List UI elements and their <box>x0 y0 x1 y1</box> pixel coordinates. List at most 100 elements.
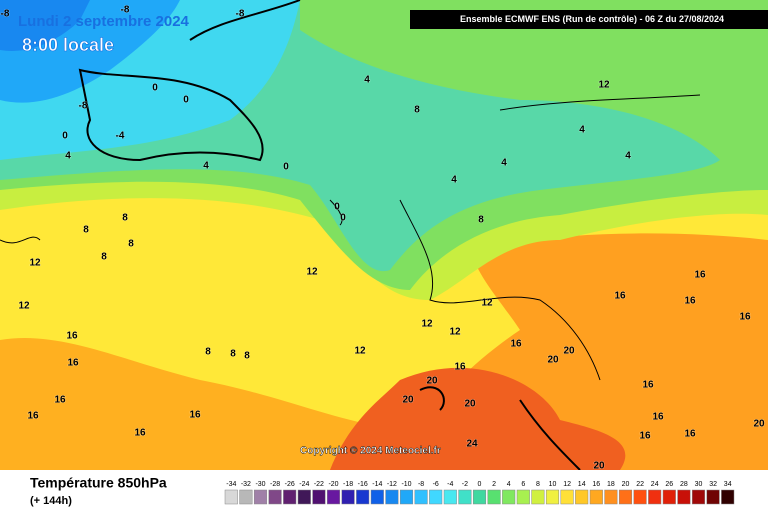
legend-label: -8 <box>418 481 424 488</box>
contour-label: 0 <box>152 83 158 94</box>
contour-label: 8 <box>230 349 236 360</box>
legend-label: -28 <box>270 481 280 488</box>
contour-label: 20 <box>464 399 476 410</box>
contour-label: -8 <box>79 101 88 112</box>
legend-label: -34 <box>226 481 236 488</box>
contour-label: 20 <box>426 376 438 387</box>
legend-swatch <box>268 489 282 505</box>
legend-label: 4 <box>507 481 511 488</box>
contour-label: 0 <box>340 213 346 224</box>
legend-label: 14 <box>578 481 586 488</box>
contour-label: -8 <box>121 5 130 16</box>
contour-label: 16 <box>27 411 39 422</box>
contour-label: 12 <box>421 319 433 330</box>
legend-label: 6 <box>521 481 525 488</box>
legend-label: 30 <box>695 481 703 488</box>
legend-swatch <box>429 489 443 505</box>
legend-swatch <box>312 489 326 505</box>
legend-label: 24 <box>651 481 659 488</box>
contour-label: 12 <box>306 267 318 278</box>
contour-label: 20 <box>593 461 605 472</box>
contour-label: 16 <box>694 270 706 281</box>
contour-label: 16 <box>639 431 651 442</box>
contour-label: 8 <box>205 347 211 358</box>
legend-swatch <box>516 489 530 505</box>
contour-label: 16 <box>614 291 626 302</box>
legend-label: 20 <box>622 481 630 488</box>
legend-label: -26 <box>285 481 295 488</box>
copyright: Copyright © 2024 Meteociel.fr <box>300 446 441 457</box>
contour-label: 16 <box>642 380 654 391</box>
legend-label: -22 <box>314 481 324 488</box>
legend-swatch <box>706 489 720 505</box>
contour-label: 8 <box>128 239 134 250</box>
contour-label: 8 <box>122 213 128 224</box>
contour-label: 16 <box>67 358 79 369</box>
legend-label: 18 <box>607 481 615 488</box>
legend-swatch <box>589 489 603 505</box>
legend-swatch <box>662 489 676 505</box>
contour-label: 4 <box>451 175 457 186</box>
contour-label: 12 <box>598 80 610 91</box>
legend-label: 12 <box>563 481 571 488</box>
map-time: 8:00 locale <box>22 35 114 55</box>
contour-label: 16 <box>684 296 696 307</box>
legend-swatch <box>399 489 414 505</box>
legend-swatch <box>618 489 633 505</box>
map-title: Lundi 2 septembre 2024 <box>18 13 190 30</box>
contour-label: -4 <box>116 131 125 142</box>
contour-label: -8 <box>1 9 10 20</box>
contour-label: 4 <box>65 151 71 162</box>
contour-label: 4 <box>203 161 209 172</box>
legend-label: 26 <box>665 481 673 488</box>
legend-swatch <box>560 489 574 505</box>
contour-label: -8 <box>236 9 245 20</box>
legend-swatch <box>414 489 428 505</box>
legend-swatch <box>604 489 618 505</box>
contour-label: 16 <box>134 428 146 439</box>
color-legend: -34 -32 -30 -28 -26 -24 -22 -20 -18 -16 -14 -12 -10-… <box>224 481 735 505</box>
legend-label: -30 <box>255 481 265 488</box>
legend-label: -12 <box>387 481 397 488</box>
contour-label: 12 <box>29 258 41 269</box>
contour-label: 4 <box>579 125 585 136</box>
contour-label: 4 <box>501 158 507 169</box>
legend-label: 2 <box>492 481 496 488</box>
contour-label: 12 <box>481 298 493 309</box>
legend-swatch <box>341 489 355 505</box>
legend-swatch <box>691 489 706 505</box>
legend-label: -6 <box>433 481 439 488</box>
legend-swatch <box>458 489 472 505</box>
legend-label: 22 <box>636 481 644 488</box>
legend-label: -16 <box>358 481 368 488</box>
contour-label: 8 <box>414 105 420 116</box>
contour-label: 16 <box>454 362 466 373</box>
run-info: Ensemble ECMWF ENS (Run de contrôle) - 0… <box>460 14 724 24</box>
map-background <box>0 0 768 471</box>
contour-label: 0 <box>62 131 68 142</box>
legend-label: -14 <box>372 481 382 488</box>
legend-label: -20 <box>328 481 338 488</box>
variable-name: Température 850hPa <box>30 475 167 491</box>
legend-swatch <box>633 489 647 505</box>
legend-label: -10 <box>401 481 411 488</box>
legend-swatch <box>224 489 238 505</box>
legend-swatch <box>326 489 341 505</box>
contour-label: 16 <box>66 331 78 342</box>
legend-label: -24 <box>299 481 309 488</box>
legend-swatch <box>545 489 560 505</box>
legend-label: 8 <box>536 481 540 488</box>
contour-label: 16 <box>54 395 66 406</box>
contour-label: 16 <box>510 339 522 350</box>
legend-label: 32 <box>709 481 717 488</box>
legend-swatch <box>443 489 457 505</box>
legend-label: 0 <box>478 481 482 488</box>
contour-label: 12 <box>354 346 366 357</box>
legend-swatch <box>239 489 253 505</box>
contour-label: 0 <box>334 202 340 213</box>
legend-swatch <box>677 489 691 505</box>
legend-label: 34 <box>724 481 732 488</box>
legend-label: -2 <box>462 481 468 488</box>
